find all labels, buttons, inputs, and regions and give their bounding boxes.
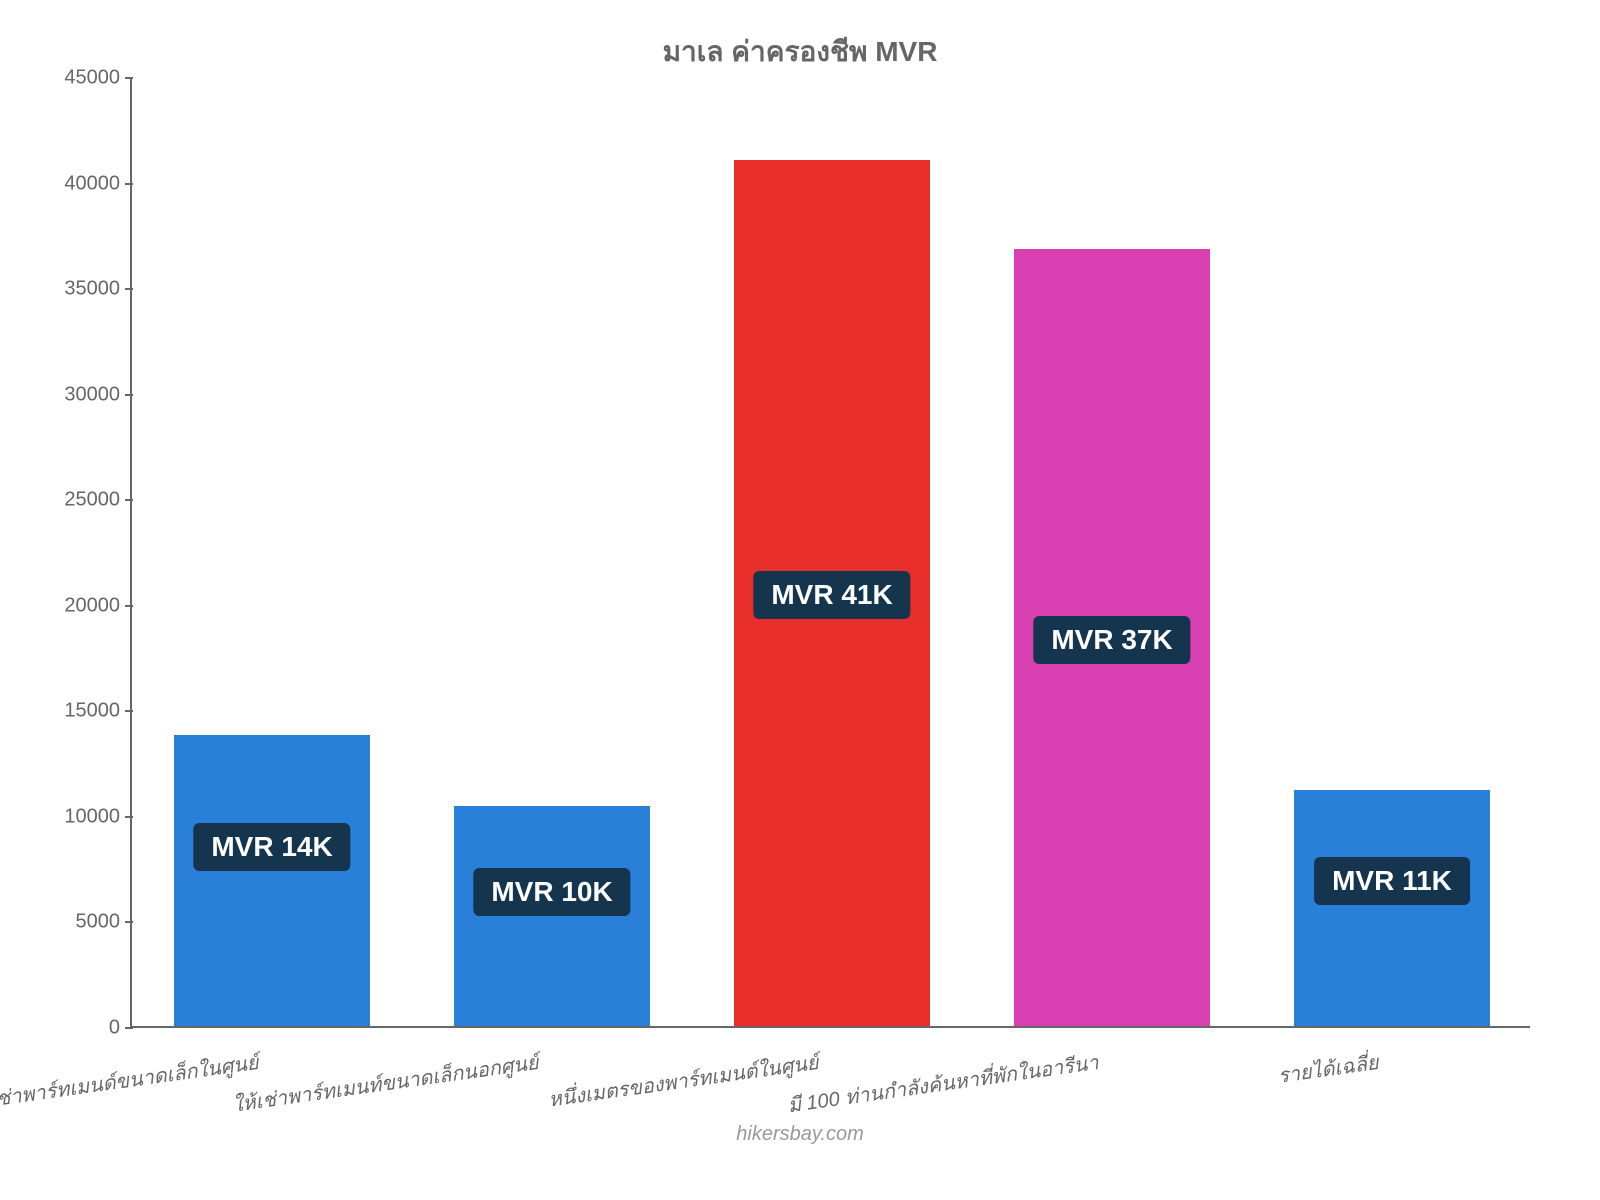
y-tick-label: 35000	[0, 278, 120, 301]
y-tick-label: 20000	[0, 594, 120, 617]
bar	[1294, 790, 1490, 1026]
y-tick-label: 30000	[0, 383, 120, 406]
y-tick-label: 45000	[0, 67, 120, 90]
bar-value-label: MVR 11K	[1314, 857, 1470, 905]
bar-value-label: MVR 41K	[753, 571, 910, 619]
chart-container: มาเล ค่าครองชีพ MVR 0 5000 10000 15000 20000…	[0, 0, 1600, 1200]
chart-title: มาเล ค่าครองชีพ MVR	[663, 30, 938, 74]
y-tick-label: 0	[0, 1017, 120, 1040]
bar-value-label: MVR 10K	[473, 868, 630, 916]
bar-value-label: MVR 37K	[1033, 616, 1190, 664]
bar-value-label: MVR 14K	[193, 823, 350, 871]
y-tick-label: 25000	[0, 489, 120, 512]
bar	[454, 806, 650, 1026]
y-tick-label: 5000	[0, 911, 120, 934]
chart-footer: hikersbay.com	[736, 1123, 863, 1146]
y-tick-label: 40000	[0, 172, 120, 195]
y-tick-label: 10000	[0, 805, 120, 828]
y-tick-label: 15000	[0, 700, 120, 723]
plot-area: MVR 14K MVR 10K MVR 41K MVR 37K MVR 11K	[130, 78, 1530, 1028]
bar	[174, 735, 370, 1026]
